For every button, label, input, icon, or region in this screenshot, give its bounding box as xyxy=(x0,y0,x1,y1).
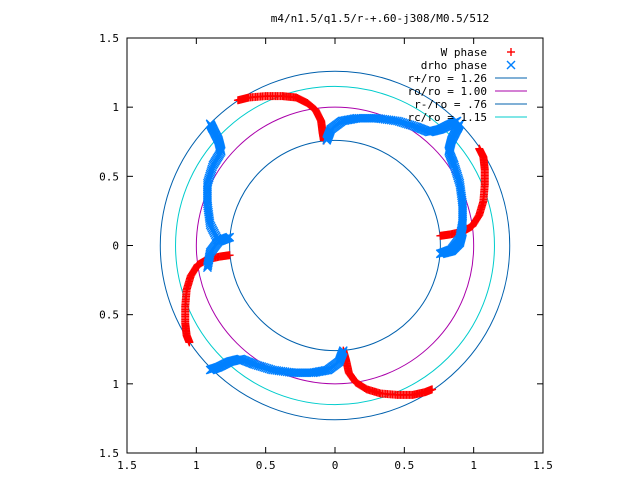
marker-stroke xyxy=(450,164,460,174)
marker-stroke xyxy=(251,360,261,370)
marker-stroke xyxy=(407,120,417,130)
x-tick-label: 1.5 xyxy=(117,459,137,472)
marker-stroke xyxy=(400,118,410,128)
marker-stroke xyxy=(453,171,463,181)
drho-phase-marker xyxy=(205,119,215,129)
marker-stroke xyxy=(253,361,263,371)
marker-stroke xyxy=(451,166,461,176)
marker-stroke xyxy=(264,364,274,374)
y-tick-label: 1.5 xyxy=(99,447,119,460)
marker-stroke xyxy=(390,116,400,126)
marker-stroke xyxy=(203,261,213,271)
marker-stroke xyxy=(455,119,465,129)
x-tick-label: 0 xyxy=(332,459,339,472)
marker-stroke xyxy=(450,162,460,172)
legend-label: r-/ro = .76 xyxy=(414,98,487,111)
marker-stroke xyxy=(506,60,516,70)
drho-phase-marker xyxy=(203,260,213,270)
marker-stroke xyxy=(205,119,215,129)
marker-stroke xyxy=(455,180,465,190)
marker-stroke xyxy=(454,175,464,185)
w-phase-marker xyxy=(185,338,194,347)
drho-phase-series xyxy=(202,113,468,378)
marker-stroke xyxy=(398,118,408,128)
y-tick-label: 1 xyxy=(112,101,119,114)
y-tick-label: 1 xyxy=(112,378,119,391)
w-phase-marker xyxy=(428,385,437,394)
x-tick-label: 0.5 xyxy=(256,459,276,472)
drho-phase-marker xyxy=(205,365,215,375)
reference-circle xyxy=(229,139,441,352)
drho-phase-marker xyxy=(506,60,516,70)
w-phase-marker xyxy=(507,48,515,56)
marker-stroke xyxy=(401,119,411,129)
marker-stroke xyxy=(259,362,269,372)
reference-circle xyxy=(175,85,495,406)
legend-label: r+/ro = 1.26 xyxy=(408,72,487,85)
w-phase-marker xyxy=(475,144,484,153)
marker-stroke xyxy=(202,182,212,192)
marker-stroke xyxy=(203,260,213,270)
y-tick-label: 1.5 xyxy=(99,32,119,45)
marker-stroke xyxy=(270,365,280,375)
marker-stroke xyxy=(205,365,215,375)
marker-stroke xyxy=(255,361,265,371)
y-tick-label: 0.5 xyxy=(99,309,119,322)
marker-stroke xyxy=(392,116,402,126)
legend-label: drho phase xyxy=(421,59,487,72)
marker-stroke xyxy=(452,169,462,179)
y-tick-label: 0.5 xyxy=(99,170,119,183)
legend-label: ro/ro = 1.00 xyxy=(408,85,487,98)
w-phase-series xyxy=(181,92,489,399)
marker-stroke xyxy=(262,363,272,373)
marker-stroke xyxy=(451,167,461,177)
marker-stroke xyxy=(268,365,278,375)
marker-stroke xyxy=(453,173,463,183)
reference-circle xyxy=(195,106,475,385)
marker-stroke xyxy=(260,363,270,373)
marker-stroke xyxy=(455,178,465,188)
marker-stroke xyxy=(394,117,404,127)
marker-stroke xyxy=(202,263,212,273)
x-tick-label: 0.5 xyxy=(394,459,414,472)
marker-stroke xyxy=(266,364,276,374)
w-phase-marker xyxy=(233,96,242,105)
marker-stroke xyxy=(454,176,464,186)
x-tick-label: 1.5 xyxy=(533,459,553,472)
marker-stroke xyxy=(396,117,406,127)
marker-stroke xyxy=(405,120,415,130)
drho-phase-marker xyxy=(455,119,465,129)
legend-label: rc/ro = 1.15 xyxy=(408,111,487,124)
x-tick-label: 1 xyxy=(193,459,200,472)
drho-phase-marker xyxy=(202,263,212,273)
marker-stroke xyxy=(403,119,413,129)
legend-label: W phase xyxy=(441,46,487,59)
drho-phase-marker xyxy=(203,261,213,271)
y-tick-label: 0 xyxy=(112,240,119,253)
marker-stroke xyxy=(409,121,419,131)
chart-title: m4/n1.5/q1.5/r-+.60-j308/M0.5/512 xyxy=(271,12,490,25)
marker-stroke xyxy=(257,362,267,372)
reference-circle xyxy=(159,70,511,421)
x-tick-label: 1 xyxy=(470,459,477,472)
